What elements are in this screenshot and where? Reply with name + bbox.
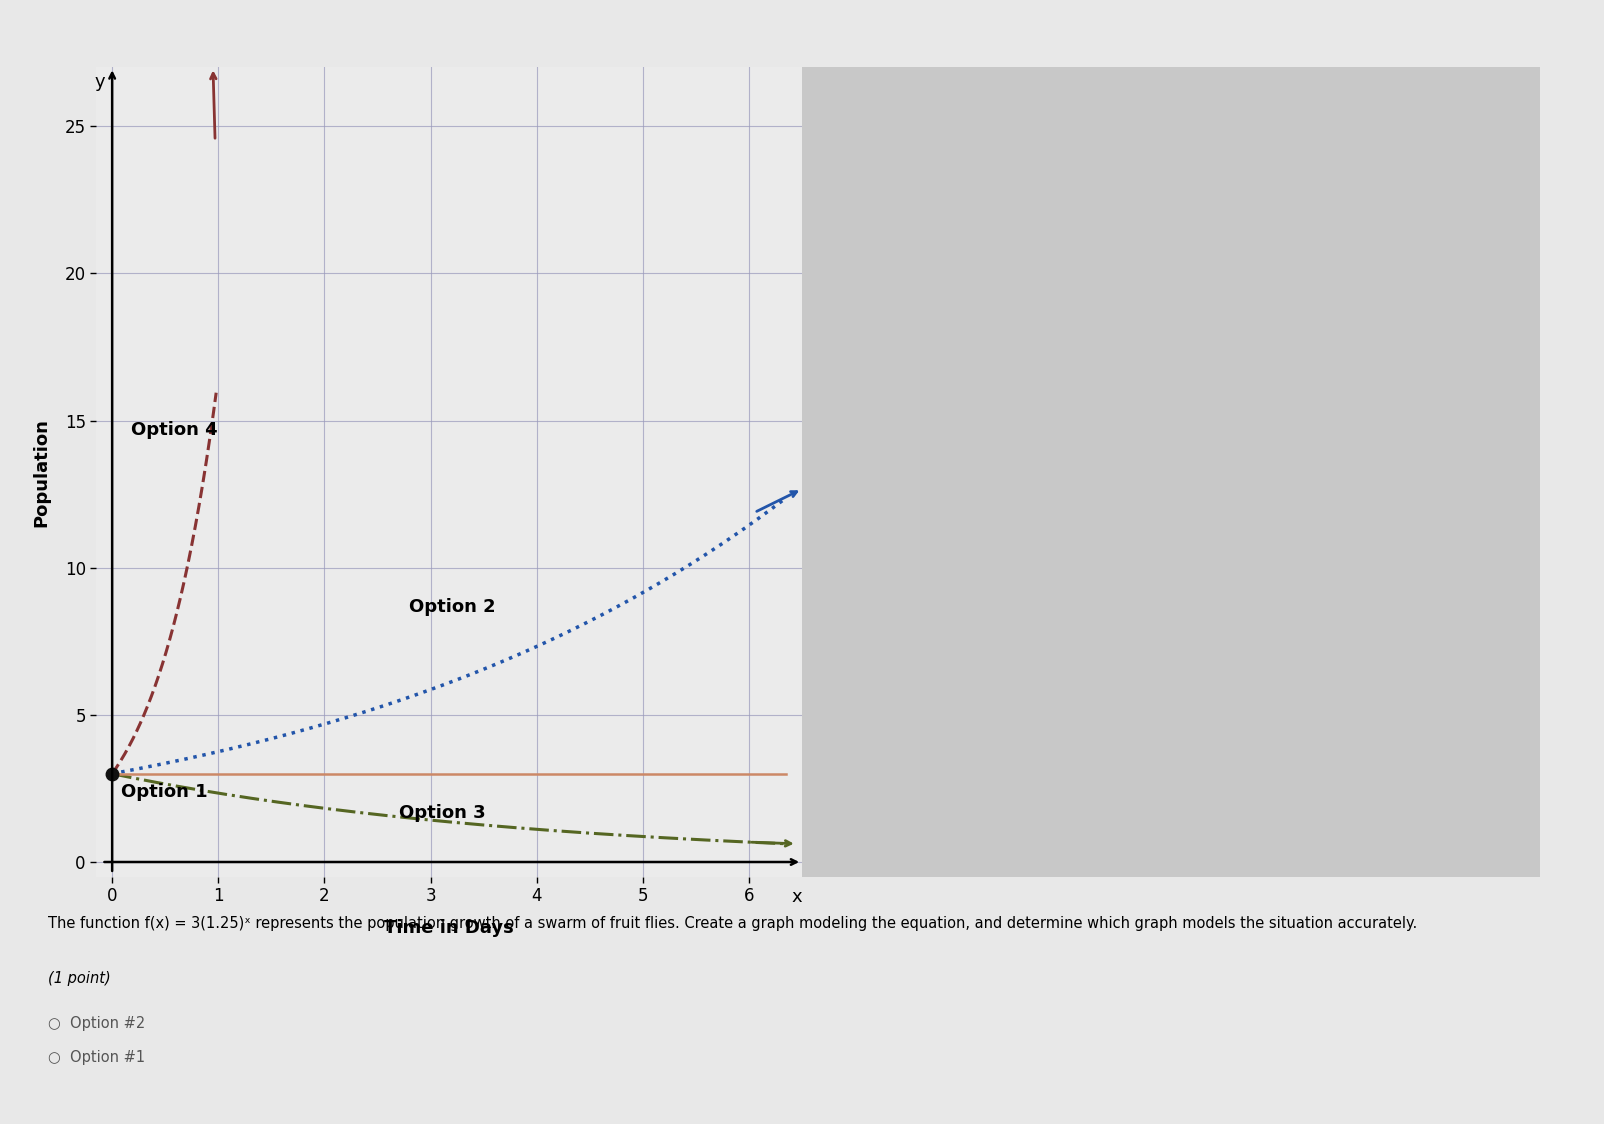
Text: x: x — [791, 888, 802, 906]
Text: Option 4: Option 4 — [132, 422, 218, 439]
Text: ○  Option #2: ○ Option #2 — [48, 1016, 146, 1032]
Text: Option 2: Option 2 — [409, 598, 496, 616]
X-axis label: Time in Days: Time in Days — [385, 919, 513, 937]
Y-axis label: Population: Population — [32, 418, 51, 526]
Text: y: y — [95, 73, 104, 91]
Text: The function f(x) = 3(1.25)ˣ represents the population growth of a swarm of frui: The function f(x) = 3(1.25)ˣ represents … — [48, 916, 1418, 931]
Text: (1 point): (1 point) — [48, 971, 111, 987]
Text: ○  Option #1: ○ Option #1 — [48, 1050, 146, 1066]
Text: Option 1: Option 1 — [120, 783, 207, 801]
Text: Option 3: Option 3 — [399, 804, 486, 822]
